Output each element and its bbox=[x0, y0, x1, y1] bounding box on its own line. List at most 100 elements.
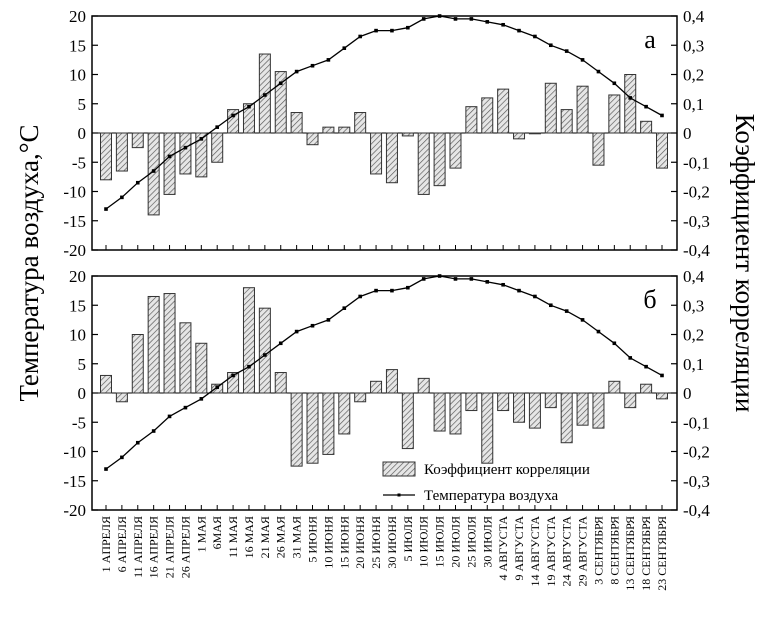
temperature-point bbox=[580, 58, 585, 62]
temperature-point bbox=[501, 22, 505, 27]
x-tick-label: 6 АПРЕЛЯ bbox=[115, 516, 129, 572]
correlation-bar bbox=[179, 322, 192, 394]
correlation-bar bbox=[401, 392, 414, 450]
legend-bar-swatch bbox=[382, 461, 416, 477]
temperature-point bbox=[263, 353, 267, 357]
x-tick-label: 31 МАЯ bbox=[290, 516, 304, 558]
temperature-point bbox=[406, 285, 410, 290]
temperature-point bbox=[517, 28, 521, 33]
correlation-bar bbox=[449, 132, 462, 169]
left-tick-label: 10 bbox=[69, 66, 86, 85]
correlation-bar bbox=[322, 126, 335, 134]
temperature-line bbox=[105, 275, 663, 470]
right-tick-label: 0,1 bbox=[683, 355, 704, 374]
correlation-bar bbox=[195, 132, 208, 178]
right-tick-label: 0,2 bbox=[683, 66, 704, 85]
temperature-point bbox=[564, 49, 569, 53]
temperature-point bbox=[596, 69, 601, 74]
x-tick-label: 13 СЕНТЯБРЯ bbox=[623, 516, 637, 591]
x-tick-label: 15 ИЮЛЯ bbox=[433, 516, 447, 568]
correlation-bar bbox=[306, 392, 319, 464]
temperature-point bbox=[390, 288, 394, 293]
temperature-point bbox=[263, 93, 267, 97]
correlation-bar bbox=[528, 392, 541, 429]
temperature-point bbox=[247, 364, 251, 369]
correlation-bar bbox=[528, 132, 541, 135]
correlation-bar bbox=[481, 392, 494, 464]
temperature-point bbox=[421, 17, 426, 21]
correlation-bar bbox=[656, 132, 668, 169]
temperature-point bbox=[326, 318, 331, 322]
temperature-point bbox=[135, 440, 140, 445]
temperature-point bbox=[596, 329, 601, 334]
temperature-point bbox=[231, 113, 235, 118]
correlation-bar bbox=[608, 94, 621, 134]
correlation-bar bbox=[290, 112, 303, 134]
left-tick-label: 15 bbox=[69, 296, 86, 315]
correlation-bar bbox=[147, 295, 160, 394]
correlation-bar bbox=[560, 392, 573, 444]
right-tick-label: 0,3 bbox=[683, 296, 704, 315]
correlation-bar bbox=[242, 103, 255, 134]
left-tick-label: -10 bbox=[63, 443, 86, 462]
right-tick-label: -0,3 bbox=[683, 472, 710, 491]
temperature-point bbox=[453, 17, 458, 21]
temperature-point bbox=[183, 405, 188, 410]
temperature-point bbox=[183, 145, 188, 150]
temperature-point bbox=[549, 43, 553, 48]
left-tick-label: 20 bbox=[69, 7, 86, 26]
correlation-bar bbox=[417, 132, 430, 195]
temperature-point bbox=[342, 306, 347, 310]
x-tick-label: 25 ИЮЛЯ bbox=[464, 516, 478, 568]
correlation-bar bbox=[370, 380, 383, 394]
correlation-bar bbox=[115, 132, 128, 172]
correlation-bar bbox=[163, 293, 176, 394]
correlation-bar bbox=[322, 392, 335, 455]
correlation-bar bbox=[640, 120, 653, 134]
panel-a-marks: 20 15 10 5 0 -5 -10 -15 -20 0,4 0,3 0,2 0,1 0 -0,1 -0,2… bbox=[63, 7, 710, 260]
x-tick-label: 16 АПРЕЛЯ bbox=[147, 516, 161, 578]
correlation-bar bbox=[576, 85, 589, 134]
x-tick-label: 21 МАЯ bbox=[258, 516, 272, 558]
temperature-point bbox=[533, 294, 537, 299]
temperature-point bbox=[628, 356, 633, 360]
correlation-bar bbox=[385, 369, 398, 394]
temperature-point bbox=[421, 277, 426, 281]
left-tick-label: 10 bbox=[69, 326, 86, 345]
temperature-point bbox=[199, 397, 204, 401]
temperature-point bbox=[549, 303, 553, 308]
temperature-point bbox=[644, 364, 648, 369]
temperature-point bbox=[278, 341, 283, 346]
temperature-line bbox=[105, 15, 663, 210]
temperature-point bbox=[231, 373, 235, 378]
x-tick-label: 18 СЕНТЯБРЯ bbox=[639, 516, 653, 591]
correlation-bar bbox=[115, 392, 128, 403]
correlation-bar bbox=[465, 392, 478, 412]
correlation-bar bbox=[544, 392, 557, 409]
x-tick-label: 5 ИЮНЯ bbox=[306, 516, 320, 563]
correlation-bar bbox=[608, 380, 621, 394]
correlation-bar bbox=[258, 307, 271, 394]
right-tick-label: -0,2 bbox=[683, 443, 710, 462]
x-tick-label: 10 ИЮЛЯ bbox=[417, 516, 431, 568]
temperature-point bbox=[342, 46, 347, 50]
temperature-point bbox=[485, 280, 490, 284]
correlation-bar bbox=[147, 132, 160, 216]
correlation-bar bbox=[227, 372, 240, 394]
temperature-point bbox=[104, 207, 108, 211]
temperature-point bbox=[294, 69, 299, 74]
correlation-bar bbox=[576, 392, 589, 426]
correlation-bar bbox=[370, 132, 383, 175]
x-tick-label: 16 МАЯ bbox=[242, 516, 256, 558]
temperature-point bbox=[135, 180, 140, 185]
right-tick-label: 0,4 bbox=[683, 7, 705, 26]
temperature-point bbox=[469, 17, 474, 21]
correlation-bar bbox=[274, 372, 287, 394]
temperature-point bbox=[120, 195, 124, 200]
x-tick-label: 1 АПРЕЛЯ bbox=[99, 516, 113, 572]
temperature-point bbox=[310, 323, 315, 328]
correlation-bar bbox=[656, 392, 668, 400]
right-tick-label: 0,1 bbox=[683, 95, 704, 114]
correlation-bar bbox=[100, 132, 112, 181]
x-tick-label: 14 АВГУСТА bbox=[528, 516, 542, 587]
